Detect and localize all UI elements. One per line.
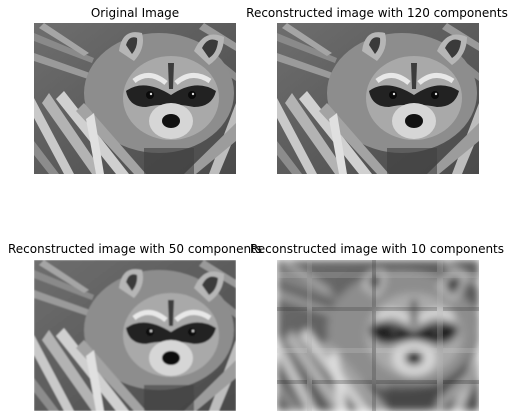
panel-title: Original Image — [90, 6, 180, 20]
raccoon-image-original — [34, 23, 236, 174]
raccoon-image-50 — [34, 260, 236, 411]
panel-title: Reconstructed image with 120 components — [246, 6, 508, 20]
raccoon-image-10 — [277, 260, 479, 411]
raccoon-image-120 — [277, 23, 479, 174]
panel-title: Reconstructed image with 50 components — [7, 242, 263, 256]
panel-title: Reconstructed image with 10 components — [249, 242, 505, 256]
